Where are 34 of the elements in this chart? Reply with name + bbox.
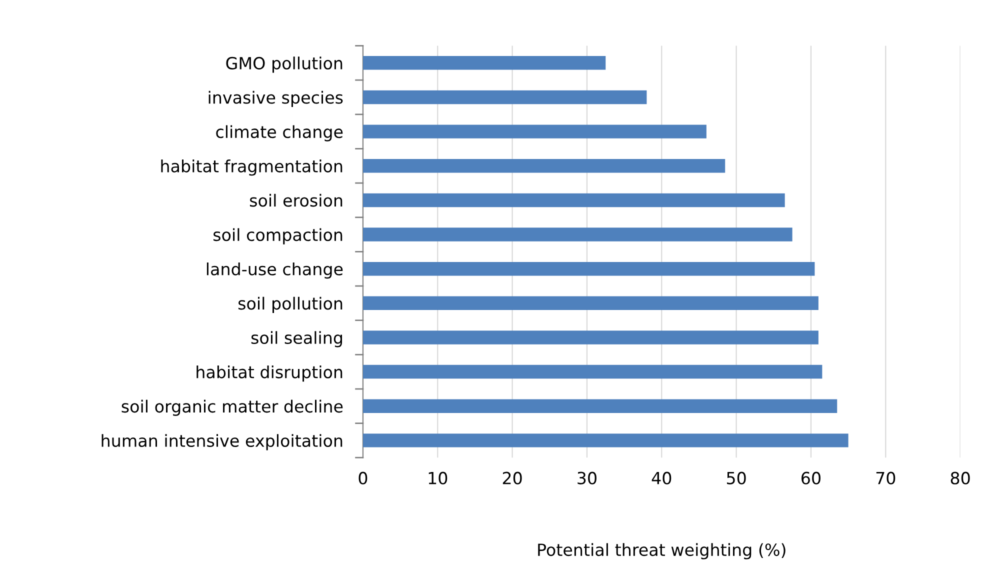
y-tick-label: climate change — [216, 125, 343, 142]
bar — [362, 228, 792, 242]
x-tick-label: 80 — [950, 472, 970, 484]
y-tick-label: soil erosion — [250, 194, 342, 207]
bar — [362, 90, 647, 104]
y-tick-label: soil sealing — [251, 331, 342, 348]
x-tick-label: 30 — [578, 472, 596, 484]
y-tick-label: soil compaction — [214, 228, 342, 244]
y-tick-label: land-use change — [206, 262, 343, 279]
x-tick-label: 20 — [502, 472, 522, 484]
bar — [362, 296, 818, 310]
y-tick-label: human intensive exploitation — [102, 434, 342, 450]
y-tick-label: habitat disruption — [196, 365, 342, 382]
bar — [362, 330, 818, 344]
y-tick-label: invasive species — [208, 90, 343, 108]
y-tick-label: soil pollution — [238, 296, 342, 313]
x-tick-label: 40 — [652, 472, 672, 484]
bar — [362, 159, 726, 173]
bar — [362, 364, 822, 379]
y-tick-label: GMO pollution — [226, 56, 342, 73]
x-tick-label: 50 — [726, 472, 746, 484]
bar — [362, 124, 706, 138]
bar — [362, 56, 606, 70]
y-tick-label: habitat fragmentation — [161, 160, 342, 176]
x-tick-label: 10 — [428, 472, 448, 484]
bar — [362, 193, 785, 208]
x-axis-title: Potential threat weighting (%) — [538, 543, 786, 560]
y-tick-label: soil organic matter decline — [122, 400, 343, 416]
bar — [362, 399, 838, 413]
x-tick-label: 70 — [876, 472, 896, 484]
bar — [362, 434, 848, 448]
x-tick-label: 0 — [358, 472, 368, 484]
bar — [362, 262, 815, 276]
x-tick-label: 60 — [802, 472, 820, 484]
